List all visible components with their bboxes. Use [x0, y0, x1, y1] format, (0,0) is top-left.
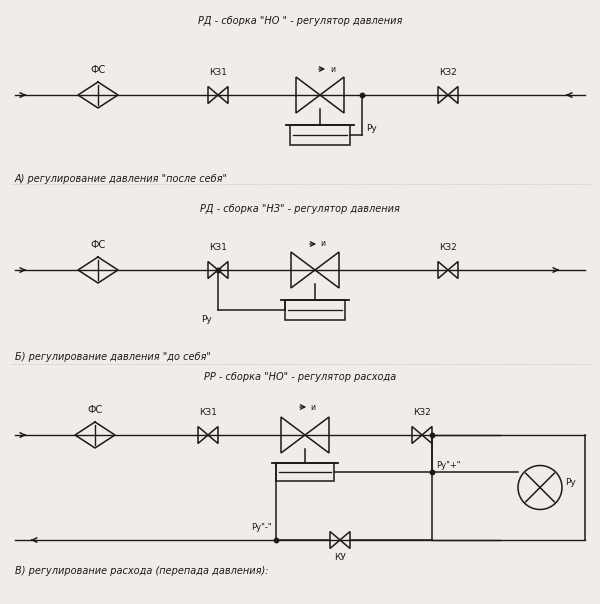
Text: Ру: Ру	[366, 124, 377, 133]
Text: КЗ2: КЗ2	[439, 68, 457, 77]
Polygon shape	[208, 262, 218, 278]
Polygon shape	[305, 417, 329, 453]
Polygon shape	[330, 532, 340, 548]
Text: Ру"-": Ру"-"	[251, 524, 272, 533]
Text: и: и	[330, 65, 335, 74]
Text: А) регулирование давления "после себя": А) регулирование давления "после себя"	[15, 174, 228, 184]
Text: КУ: КУ	[334, 553, 346, 562]
Text: КЗ1: КЗ1	[209, 68, 227, 77]
Text: Б) регулирование давления "до себя": Б) регулирование давления "до себя"	[15, 352, 211, 362]
Bar	[276, 463, 334, 481]
Polygon shape	[291, 252, 315, 288]
Polygon shape	[438, 86, 448, 103]
Polygon shape	[340, 532, 350, 548]
Polygon shape	[198, 426, 208, 443]
Polygon shape	[412, 426, 422, 443]
Text: Ру: Ру	[565, 478, 576, 487]
Polygon shape	[218, 86, 228, 103]
Text: КЗ2: КЗ2	[413, 408, 431, 417]
Polygon shape	[208, 86, 218, 103]
Polygon shape	[218, 262, 228, 278]
Text: ФС: ФС	[91, 240, 106, 250]
Bar	[290, 125, 350, 145]
Polygon shape	[438, 262, 448, 278]
Text: и: и	[320, 240, 325, 248]
Polygon shape	[448, 86, 458, 103]
Text: ФС: ФС	[91, 65, 106, 75]
Text: Ру: Ру	[201, 315, 212, 324]
Text: КЗ2: КЗ2	[439, 243, 457, 252]
Bar	[285, 300, 345, 320]
Text: ФС: ФС	[88, 405, 103, 415]
Polygon shape	[315, 252, 339, 288]
Polygon shape	[296, 77, 320, 113]
Text: Ру"+": Ру"+"	[436, 461, 461, 470]
Text: В) регулирование расхода (перепада давления):: В) регулирование расхода (перепада давле…	[15, 566, 269, 576]
Polygon shape	[422, 426, 432, 443]
Text: КЗ1: КЗ1	[199, 408, 217, 417]
Text: РД - сборка "НЗ" - регулятор давления: РД - сборка "НЗ" - регулятор давления	[200, 204, 400, 214]
Text: РД - сборка "НО " - регулятор давления: РД - сборка "НО " - регулятор давления	[198, 16, 402, 26]
Text: РР - сборка "НО" - регулятор расхода: РР - сборка "НО" - регулятор расхода	[204, 372, 396, 382]
Polygon shape	[208, 426, 218, 443]
Text: КЗ1: КЗ1	[209, 243, 227, 252]
Polygon shape	[281, 417, 305, 453]
Text: и: и	[310, 402, 315, 411]
Polygon shape	[448, 262, 458, 278]
Polygon shape	[320, 77, 344, 113]
